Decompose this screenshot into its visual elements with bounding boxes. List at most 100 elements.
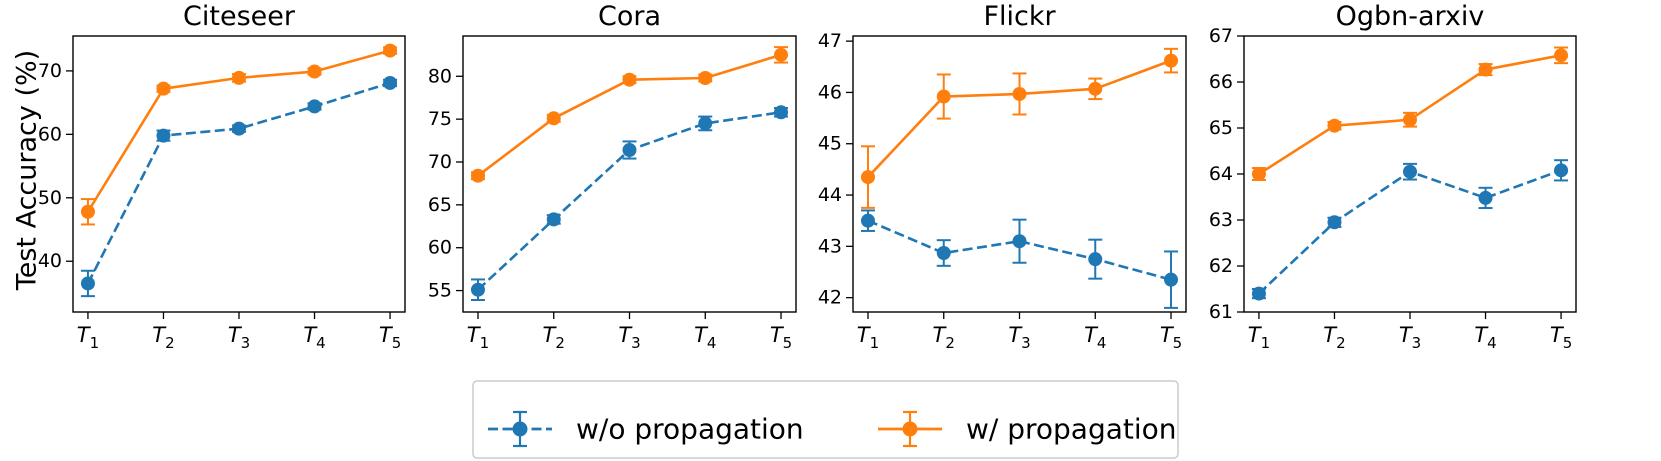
- x-tick-label-citeseer: T2: [152, 323, 174, 352]
- data-point-with-propagation-cora: [470, 168, 485, 183]
- data-point-without-propagation-ogbn-arxiv: [1478, 190, 1493, 205]
- data-point-without-propagation-ogbn-arxiv: [1403, 164, 1417, 179]
- data-point-without-propagation-citeseer: [232, 121, 246, 136]
- data-point-with-propagation-ogbn-arxiv: [1478, 62, 1493, 77]
- y-tick-label-flickr: 45: [818, 133, 842, 155]
- data-point-without-propagation-flickr: [1012, 234, 1027, 249]
- legend-label-with-propagation: w/ propagation: [966, 413, 1177, 446]
- chart-panels: Citeseer 40 50 60 70 T1 T2 T3 T4 T5 Cora 55 60 65 70 75…: [38, 1, 1577, 352]
- data-point-without-propagation-ogbn-arxiv: [1251, 286, 1266, 301]
- panel-title-ogbn-arxiv: Ogbn-arxiv: [1336, 1, 1485, 32]
- y-tick-label-ogbn-arxiv: 64: [1209, 163, 1233, 185]
- panel-title-citeseer: Citeseer: [183, 1, 296, 32]
- data-point-without-propagation-cora: [546, 212, 561, 227]
- legend-frame: [472, 380, 1179, 459]
- y-tick-label-citeseer: 40: [38, 250, 62, 272]
- y-axis-label: Test Accuracy (%): [12, 50, 43, 291]
- panel-flickr: Flickr 42 43 44 45 46 47 T1 T2 T3 T4 T5: [818, 1, 1187, 352]
- data-point-with-propagation-citeseer: [80, 204, 95, 219]
- x-tick-label-cora: T5: [770, 323, 792, 352]
- x-tick-label-citeseer: T5: [379, 323, 401, 352]
- x-tick-label-flickr: T3: [1008, 323, 1030, 352]
- x-tick-label-cora: T1: [467, 323, 489, 352]
- y-tick-label-citeseer: 60: [38, 123, 62, 145]
- data-point-without-propagation-cora: [622, 143, 637, 157]
- y-tick-label-ogbn-arxiv: 66: [1209, 71, 1233, 93]
- panel-title-flickr: Flickr: [983, 1, 1056, 32]
- y-tick-label-citeseer: 70: [38, 60, 62, 82]
- series-line-without-propagation-ogbn-arxiv: [1258, 169, 1562, 295]
- x-tick-label-ogbn-arxiv: T2: [1323, 323, 1345, 352]
- data-point-without-propagation-citeseer: [383, 75, 398, 90]
- y-tick-label-flickr: 46: [818, 81, 842, 103]
- data-point-with-propagation-cora: [774, 47, 789, 62]
- y-tick-label-cora: 75: [428, 108, 452, 130]
- x-tick-label-flickr: T2: [933, 323, 955, 352]
- x-tick-label-cora: T4: [694, 323, 716, 352]
- data-point-with-propagation-citeseer: [232, 70, 246, 85]
- y-tick-label-cora: 55: [428, 280, 452, 302]
- series-line-without-propagation-citeseer: [86, 81, 391, 285]
- data-point-with-propagation-cora: [622, 72, 637, 87]
- data-point-with-propagation-ogbn-arxiv: [1403, 112, 1417, 127]
- legend-entry-without-propagation: w/o propagation: [488, 410, 804, 448]
- y-tick-label-ogbn-arxiv: 63: [1209, 209, 1233, 231]
- plot-frame-cora: [462, 35, 797, 313]
- y-tick-label-ogbn-arxiv: 67: [1209, 25, 1233, 47]
- x-tick-label-cora: T3: [618, 323, 640, 352]
- data-point-with-propagation-flickr: [1012, 86, 1027, 101]
- y-tick-label-cora: 70: [428, 151, 452, 173]
- x-tick-label-flickr: T1: [857, 323, 879, 352]
- data-point-with-propagation-ogbn-arxiv: [1327, 118, 1342, 133]
- panel-cora: Cora 55 60 65 70 75 80 T1 T2 T3 T4 T5: [428, 1, 797, 352]
- y-tick-label-ogbn-arxiv: 65: [1209, 117, 1233, 139]
- data-point-without-propagation-flickr: [860, 213, 875, 228]
- y-tick-label-flickr: 47: [818, 30, 842, 52]
- data-point-with-propagation-flickr: [860, 170, 875, 185]
- data-point-with-propagation-citeseer: [383, 43, 398, 58]
- data-point-with-propagation-flickr: [936, 89, 951, 104]
- legend: w/o propagation w/ propagation: [472, 380, 1179, 459]
- data-point-with-propagation-ogbn-arxiv: [1251, 167, 1266, 181]
- y-tick-label-flickr: 42: [818, 287, 842, 309]
- legend-marker-with-propagation: [902, 421, 918, 437]
- data-point-without-propagation-citeseer: [80, 276, 95, 291]
- data-point-with-propagation-cora: [546, 111, 561, 126]
- x-tick-label-citeseer: T1: [77, 323, 99, 352]
- data-point-without-propagation-flickr: [936, 246, 951, 261]
- data-point-with-propagation-flickr: [1088, 81, 1103, 96]
- y-tick-label-ogbn-arxiv: 61: [1209, 301, 1233, 323]
- plot-frame-ogbn-arxiv: [1243, 35, 1577, 313]
- y-tick-label-citeseer: 50: [38, 187, 62, 209]
- data-point-without-propagation-cora: [698, 116, 713, 131]
- plot-frame-citeseer: [72, 35, 406, 313]
- data-point-without-propagation-flickr: [1088, 252, 1103, 267]
- panel-title-cora: Cora: [598, 1, 661, 32]
- y-tick-label-cora: 65: [428, 194, 452, 216]
- data-point-with-propagation-flickr: [1164, 53, 1179, 68]
- x-tick-label-flickr: T5: [1160, 323, 1182, 352]
- data-point-without-propagation-citeseer: [307, 99, 322, 114]
- panel-ogbn-arxiv: Ogbn-arxiv 61 62 63 64 65 66 67 T1 T2 T3 T4 T5: [1209, 1, 1577, 352]
- x-tick-label-citeseer: T3: [228, 323, 250, 352]
- series-line-without-propagation-cora: [477, 110, 782, 291]
- data-point-with-propagation-cora: [698, 71, 713, 85]
- panel-citeseer: Citeseer 40 50 60 70 T1 T2 T3 T4 T5: [38, 1, 406, 352]
- x-tick-label-cora: T2: [543, 323, 565, 352]
- x-tick-label-ogbn-arxiv: T5: [1550, 323, 1572, 352]
- series-line-without-propagation-flickr: [867, 219, 1172, 281]
- data-point-without-propagation-citeseer: [156, 128, 171, 143]
- y-tick-label-flickr: 44: [818, 184, 842, 206]
- plot-frame-flickr: [852, 35, 1187, 313]
- y-tick-label-flickr: 43: [818, 235, 842, 257]
- data-point-without-propagation-flickr: [1164, 272, 1179, 287]
- legend-entry-with-propagation: w/ propagation: [878, 410, 1177, 448]
- data-point-with-propagation-ogbn-arxiv: [1554, 48, 1569, 63]
- x-tick-label-ogbn-arxiv: T3: [1399, 323, 1421, 352]
- x-tick-label-flickr: T4: [1084, 323, 1106, 352]
- data-point-without-propagation-ogbn-arxiv: [1327, 215, 1342, 230]
- legend-marker-without-propagation: [512, 421, 528, 437]
- data-point-without-propagation-ogbn-arxiv: [1554, 163, 1569, 178]
- legend-label-without-propagation: w/o propagation: [576, 413, 804, 446]
